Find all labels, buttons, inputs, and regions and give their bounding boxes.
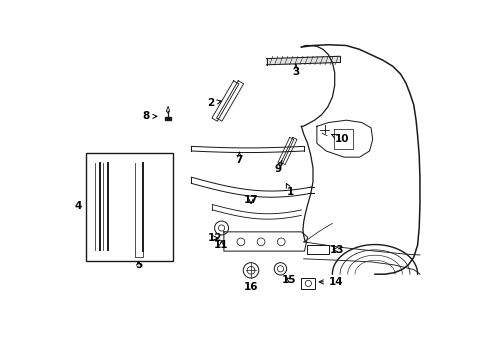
Text: 2: 2 <box>206 98 221 108</box>
Text: 9: 9 <box>274 161 281 174</box>
Text: 12: 12 <box>207 233 222 243</box>
Text: 17: 17 <box>243 194 258 204</box>
Bar <box>301 278 315 289</box>
Text: 3: 3 <box>292 64 299 77</box>
Text: 5: 5 <box>135 260 142 270</box>
Text: 6: 6 <box>96 200 103 210</box>
Text: 11: 11 <box>214 240 228 250</box>
Text: 10: 10 <box>331 134 348 144</box>
Text: 4: 4 <box>74 202 81 211</box>
Bar <box>164 117 171 120</box>
Text: 15: 15 <box>281 275 296 285</box>
Text: 13: 13 <box>329 244 344 255</box>
Text: 16: 16 <box>243 282 258 292</box>
Text: 7: 7 <box>235 152 243 165</box>
Text: 1: 1 <box>286 184 294 197</box>
Text: 14: 14 <box>319 277 343 287</box>
Bar <box>86 153 172 261</box>
Bar <box>306 245 328 254</box>
Polygon shape <box>266 56 340 65</box>
Text: 8: 8 <box>142 111 157 121</box>
